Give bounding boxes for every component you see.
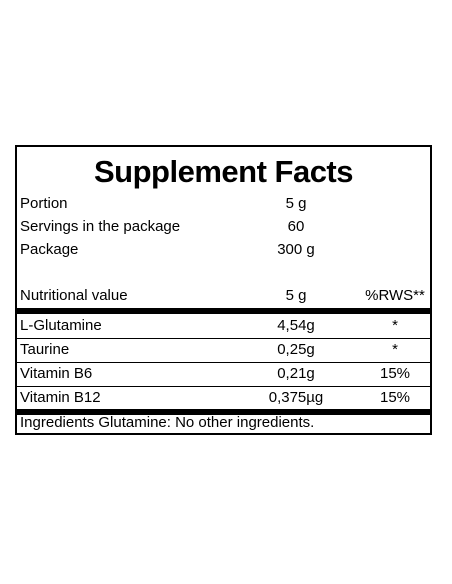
panel-title: Supplement Facts bbox=[94, 154, 354, 189]
nutrient-row: L-Glutamine 4,54g * bbox=[17, 315, 430, 337]
serving-value: 300 g bbox=[277, 241, 315, 258]
nutrition-header-rws: %RWS** bbox=[365, 287, 425, 304]
nutrition-header-label: Nutritional value bbox=[20, 287, 128, 304]
ingredients-row: Ingredients Glutamine: No other ingredie… bbox=[17, 412, 430, 434]
nutrient-amount: 0,25g bbox=[277, 341, 315, 358]
nutrient-name: Vitamin B6 bbox=[20, 365, 93, 382]
nutrient-rws: 15% bbox=[379, 365, 411, 382]
divider-thick bbox=[17, 409, 430, 415]
nutrient-amount: 4,54g bbox=[277, 317, 315, 334]
nutrient-row: Taurine 0,25g * bbox=[17, 339, 430, 361]
nutrition-header-row: Nutritional value 5 g %RWS** bbox=[17, 285, 430, 307]
divider-thick bbox=[17, 308, 430, 314]
nutrient-rws: * bbox=[392, 341, 398, 358]
nutrient-name: Taurine bbox=[20, 341, 70, 358]
serving-label: Portion bbox=[20, 195, 68, 212]
serving-row-package: Package 300 g bbox=[17, 239, 430, 261]
nutrient-row: Vitamin B6 0,21g 15% bbox=[17, 363, 430, 385]
nutrient-name: L-Glutamine bbox=[20, 317, 102, 334]
ingredients-text: Ingredients Glutamine: No other ingredie… bbox=[20, 414, 315, 431]
serving-value: 60 bbox=[287, 218, 305, 235]
serving-value: 5 g bbox=[285, 195, 307, 212]
nutrition-header-amount: 5 g bbox=[285, 287, 307, 304]
divider-thin bbox=[17, 338, 430, 339]
nutrient-rws: 15% bbox=[379, 389, 411, 406]
serving-label: Package bbox=[20, 241, 79, 258]
divider-thin bbox=[17, 362, 430, 363]
divider-thin bbox=[17, 386, 430, 387]
supplement-facts-panel: Supplement Facts Portion 5 g Servings in… bbox=[15, 145, 432, 435]
nutrient-name: Vitamin B12 bbox=[20, 389, 101, 406]
nutrient-rws: * bbox=[392, 317, 398, 334]
serving-row-servings: Servings in the package 60 bbox=[17, 216, 430, 238]
nutrient-amount: 0,21g bbox=[277, 365, 315, 382]
serving-row-portion: Portion 5 g bbox=[17, 193, 430, 215]
serving-label: Servings in the package bbox=[20, 218, 181, 235]
nutrient-amount: 0,375µg bbox=[268, 389, 324, 406]
nutrient-row: Vitamin B12 0,375µg 15% bbox=[17, 387, 430, 409]
